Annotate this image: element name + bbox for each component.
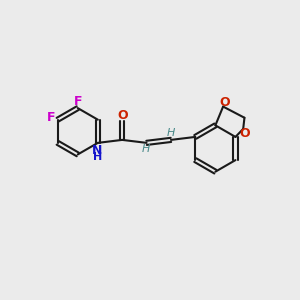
Text: O: O <box>117 109 128 122</box>
Text: F: F <box>47 111 56 124</box>
Text: H: H <box>142 144 151 154</box>
Text: O: O <box>219 96 230 109</box>
Text: N: N <box>92 144 103 158</box>
Text: F: F <box>74 95 82 108</box>
Text: O: O <box>239 127 250 140</box>
Text: H: H <box>167 128 176 138</box>
Text: H: H <box>93 152 102 162</box>
